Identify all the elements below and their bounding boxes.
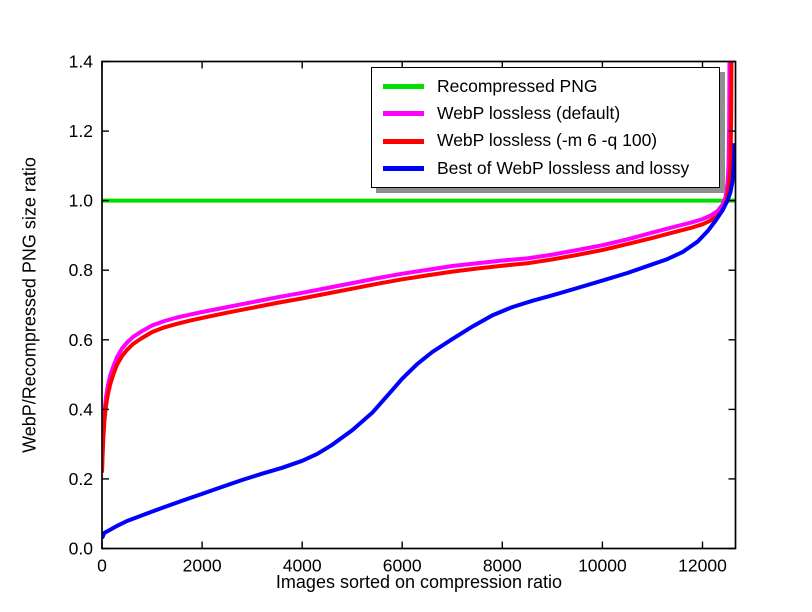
x-tick-label: 0	[97, 556, 107, 576]
y-tick-label: 1.2	[69, 121, 93, 141]
legend-line-swatch-red	[383, 138, 424, 144]
x-tick-label: 6000	[383, 556, 422, 576]
y-axis-label: WebP/Recompressed PNG size ratio	[19, 157, 40, 453]
legend-line-swatch-magenta	[383, 111, 424, 117]
y-tick-label: 0.8	[69, 260, 93, 280]
y-tick-label: 1.4	[69, 52, 94, 72]
y-tick-label: 1.0	[69, 191, 94, 211]
x-tick-label: 4000	[283, 556, 322, 576]
x-tick-label: 12000	[678, 556, 727, 576]
series-line-best-of-webp-lossless-and-lossy	[102, 143, 736, 539]
y-tick-label: 0.2	[69, 469, 93, 489]
legend-label: WebP lossless (default)	[437, 103, 621, 124]
x-tick-label: 2000	[183, 556, 222, 576]
y-tick-label: 0.4	[69, 399, 94, 419]
legend-item-webp-lossless-default: WebP lossless (default)	[383, 105, 715, 123]
x-axis-label: Images sorted on compression ratio	[275, 572, 563, 592]
y-tick-label: 0.0	[69, 539, 94, 559]
legend-item-best-of-webp: Best of WebP lossless and lossy	[383, 157, 715, 178]
legend-line-swatch-green	[383, 84, 424, 90]
series-line-webp-lossless-default	[102, 61, 732, 471]
y-tick-label: 0.6	[69, 330, 93, 350]
legend-item-webp-lossless-m6-q100: WebP lossless (-m 6 -q 100)	[383, 132, 715, 150]
series-line-webp-lossless-m-6-q-100	[102, 61, 734, 473]
legend-line-swatch-blue	[383, 165, 424, 171]
legend: Recompressed PNG WebP lossless (default)…	[371, 67, 720, 188]
legend-label: WebP lossless (-m 6 -q 100)	[437, 130, 658, 151]
legend-label: Recompressed PNG	[437, 75, 598, 96]
plot-border	[101, 60, 737, 550]
x-tick-label: 8000	[483, 556, 522, 576]
legend-item-recompressed-png: Recompressed PNG	[383, 75, 715, 96]
legend-label: Best of WebP lossless and lossy	[437, 157, 690, 178]
x-tick-label: 10000	[578, 556, 627, 576]
